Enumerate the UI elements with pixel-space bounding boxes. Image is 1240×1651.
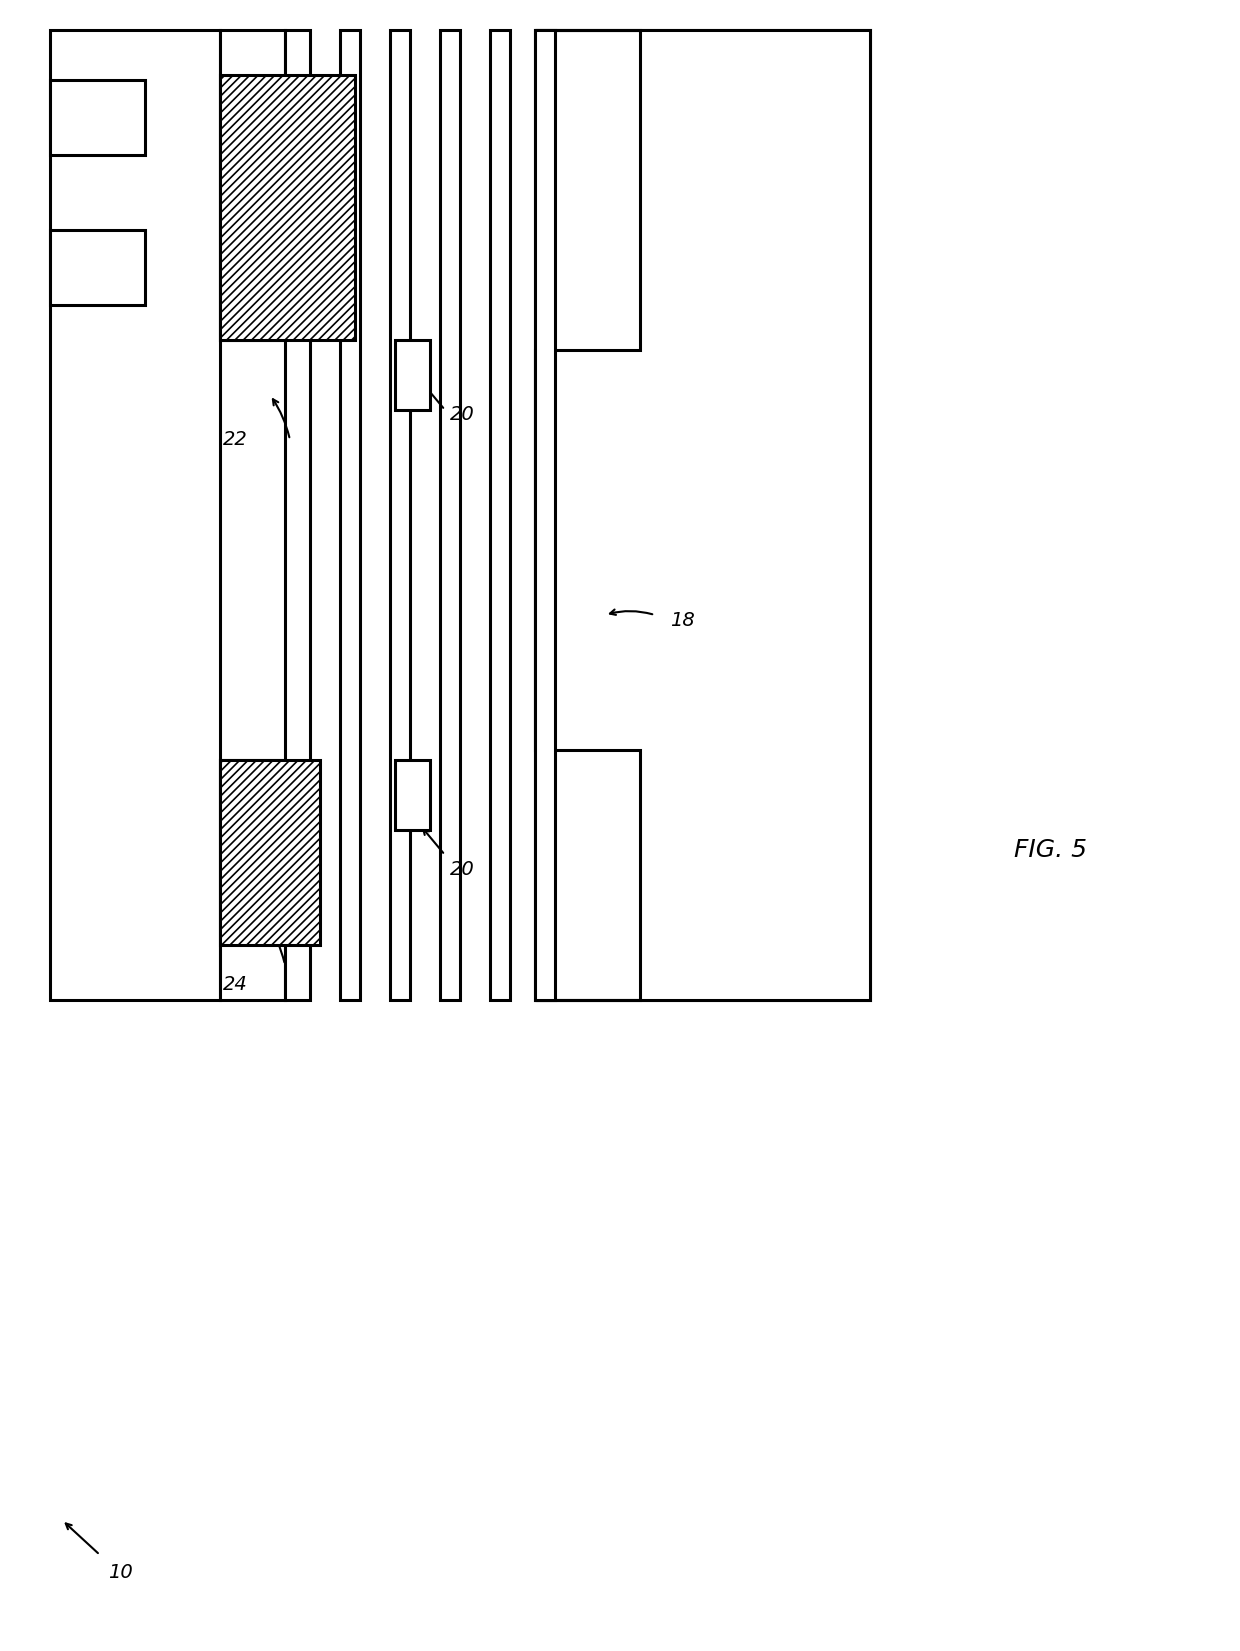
Bar xyxy=(219,30,285,340)
Bar xyxy=(340,30,360,1001)
Bar xyxy=(490,30,510,1001)
Text: 22: 22 xyxy=(223,429,248,449)
Text: 10: 10 xyxy=(108,1563,133,1582)
Text: 20: 20 xyxy=(450,404,475,424)
Text: 24: 24 xyxy=(223,976,248,994)
Text: FIG. 5: FIG. 5 xyxy=(1013,839,1086,862)
Bar xyxy=(396,340,430,409)
Bar xyxy=(285,30,310,1001)
Bar xyxy=(50,79,145,155)
Text: 20: 20 xyxy=(450,860,475,878)
Polygon shape xyxy=(534,30,870,1001)
Bar xyxy=(534,30,556,1001)
Bar xyxy=(219,759,285,1001)
Bar xyxy=(219,74,355,340)
Text: 18: 18 xyxy=(670,611,694,629)
Bar xyxy=(440,30,460,1001)
Bar xyxy=(50,30,219,1001)
Bar xyxy=(396,759,430,830)
Bar xyxy=(50,229,145,305)
Bar xyxy=(391,30,410,1001)
Bar xyxy=(534,30,870,1001)
Bar xyxy=(219,759,320,944)
